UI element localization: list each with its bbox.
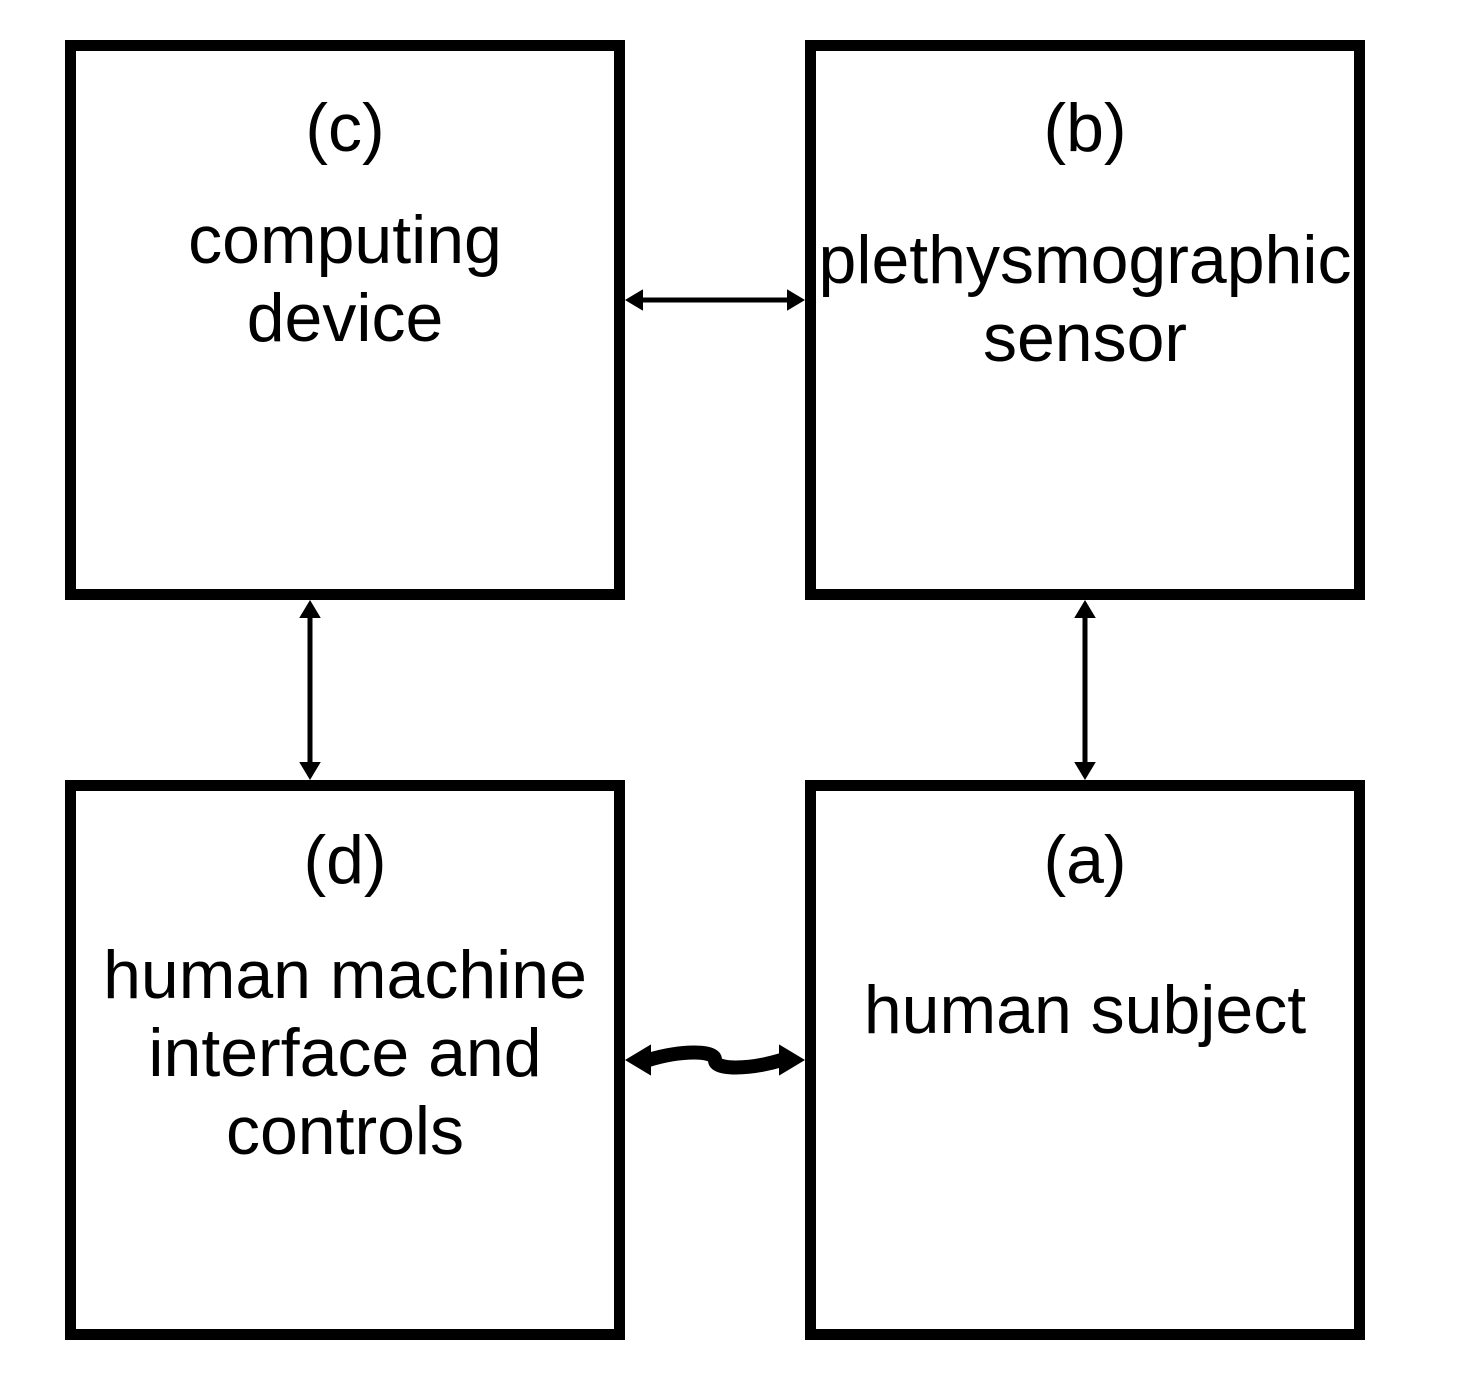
node-a-label-line1: human subject [864, 972, 1306, 1048]
node-d-tag: (d) [303, 821, 386, 899]
node-b-tag: (b) [1043, 89, 1126, 167]
node-b-label-line2: sensor [983, 300, 1187, 376]
edge-c-b-arrow-icon [596, 271, 834, 329]
node-a-tag: (a) [1043, 821, 1126, 899]
node-c-computing-device: (c) computing device [65, 40, 625, 600]
node-b-label-line1: plethysmographic [819, 222, 1352, 298]
node-b-plethysmographic-sensor: (b) plethysmographic sensor [805, 40, 1365, 600]
node-c-label-line1: computing [188, 202, 502, 278]
node-d-label-line1: human machine [103, 937, 587, 1013]
node-a-human-subject: (a) human subject [805, 780, 1365, 1340]
edge-d-a-arrow-icon [579, 1014, 851, 1106]
edge-c-d-arrow-icon [281, 571, 339, 809]
node-c-label: computing device [188, 201, 502, 357]
node-d-label: human machine interface and controls [103, 936, 587, 1171]
node-c-tag: (c) [305, 89, 384, 167]
node-a-label: human subject [864, 971, 1306, 1049]
node-d-label-line3: controls [226, 1093, 464, 1169]
diagram-canvas: (c) computing device (b) plethysmographi… [0, 0, 1477, 1390]
node-c-label-line2: device [247, 280, 444, 356]
node-d-label-line2: interface and [148, 1015, 541, 1091]
edge-b-a-arrow-icon [1056, 571, 1114, 809]
node-d-human-machine-interface: (d) human machine interface and controls [65, 780, 625, 1340]
node-b-label: plethysmographic sensor [819, 221, 1352, 377]
